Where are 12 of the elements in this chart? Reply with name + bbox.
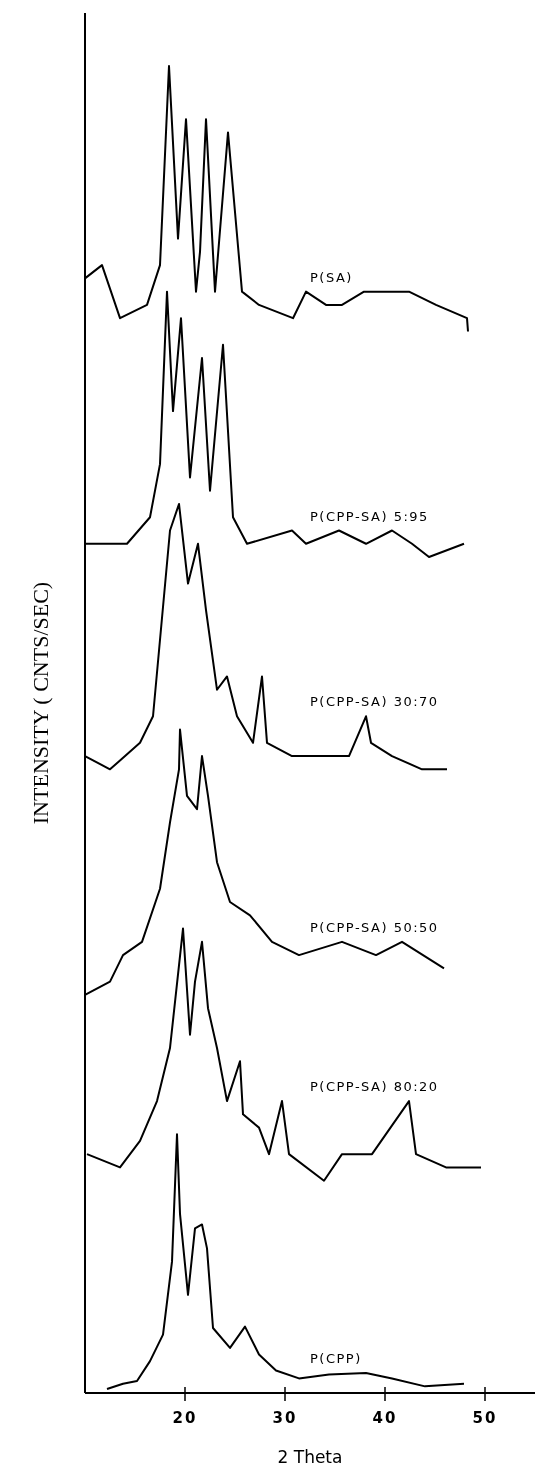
x-tick-label: 30 xyxy=(272,1409,298,1427)
x-tick-label: 50 xyxy=(472,1409,498,1427)
text: P(CPP-SA) 80:20 xyxy=(310,1079,439,1095)
series-label: P(CPP-SA) 50:50 xyxy=(310,919,439,935)
x-axis-title: 2 Theta xyxy=(277,1447,343,1467)
series-label: P(CPP-SA) 30:70 xyxy=(310,694,439,710)
series-label: P(CPP-SA) 5:95 xyxy=(310,508,429,524)
x-tick-label: 20 xyxy=(172,1409,198,1427)
series-label: P(SA) xyxy=(310,269,353,285)
series-label: P(CPP) xyxy=(310,1351,362,1367)
x-tick-label: 40 xyxy=(372,1409,398,1427)
y-axis-title: INTENSITY ( CNTS/SEC) xyxy=(28,581,53,825)
